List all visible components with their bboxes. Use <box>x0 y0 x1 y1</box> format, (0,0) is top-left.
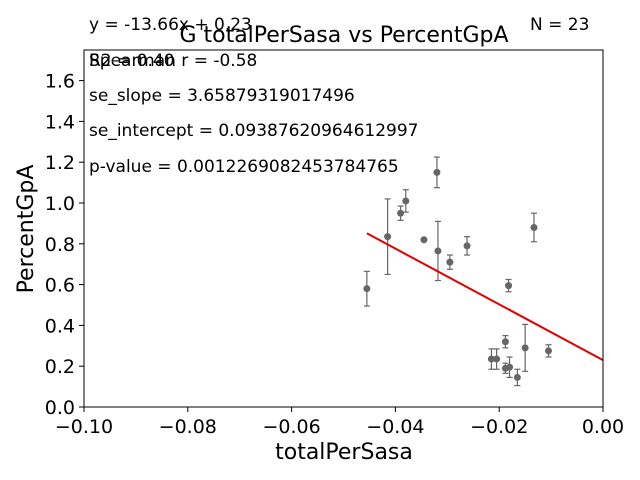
se-slope: se_slope = 3.65879319017496 <box>89 86 355 106</box>
data-point <box>501 338 509 346</box>
se-intercept: se_intercept = 0.09387620964612997 <box>89 121 418 141</box>
data-point <box>402 197 410 205</box>
data-point <box>463 242 471 250</box>
x-tick-label: 0.00 <box>582 416 624 438</box>
y-tick-label: 0.2 <box>45 356 75 378</box>
y-tick-label: 0.0 <box>45 397 75 419</box>
x-tick-label: −0.08 <box>159 416 217 438</box>
y-tick-label: 1.6 <box>45 71 75 93</box>
regression-equation: y = -13.66x + 0.23 <box>89 15 252 35</box>
x-axis-label: totalPerSasa <box>275 440 413 465</box>
x-tick-label: −0.04 <box>366 416 424 438</box>
x-tick-label: −0.10 <box>55 416 113 438</box>
data-point <box>506 363 514 371</box>
x-axis: −0.10 −0.08 −0.06 −0.04 −0.02 0.00 <box>55 407 624 438</box>
regression-line <box>366 232 604 361</box>
y-axis: 0.0 0.2 0.4 0.6 0.8 1.0 1.2 1.4 1.6 <box>45 71 84 419</box>
y-tick-label: 1.2 <box>45 152 75 174</box>
x-tick-label: −0.02 <box>470 416 528 438</box>
data-marks <box>363 156 553 387</box>
data-point <box>434 247 442 255</box>
y-axis-label: PercentGpA <box>14 165 39 294</box>
y-tick-label: 0.4 <box>45 315 75 337</box>
r-squared: R2 = 0.40 <box>89 51 175 71</box>
data-point <box>505 282 513 290</box>
data-point <box>363 285 371 293</box>
n-count: N = 23 <box>530 15 589 35</box>
data-point <box>433 168 441 176</box>
data-point <box>545 347 553 355</box>
data-point <box>521 344 529 352</box>
data-point <box>446 258 454 266</box>
data-point <box>397 209 405 217</box>
data-point <box>493 355 501 363</box>
x-tick-label: −0.06 <box>262 416 320 438</box>
data-point <box>487 355 495 363</box>
y-tick-label: 0.8 <box>45 234 75 256</box>
y-tick-label: 1.4 <box>45 111 75 133</box>
plot-frame <box>83 49 604 408</box>
data-point <box>513 373 521 381</box>
chart-title: G totalPerSasa vs PercentGpA <box>179 23 508 48</box>
data-point <box>384 233 392 241</box>
data-point <box>420 236 428 244</box>
y-tick-label: 0.6 <box>45 275 75 297</box>
data-point <box>530 223 538 231</box>
p-value: p-value = 0.0012269082453784765 <box>89 157 399 177</box>
y-tick-label: 1.0 <box>45 193 75 215</box>
spearman-r: Spearman r = -0.58 <box>89 51 257 71</box>
